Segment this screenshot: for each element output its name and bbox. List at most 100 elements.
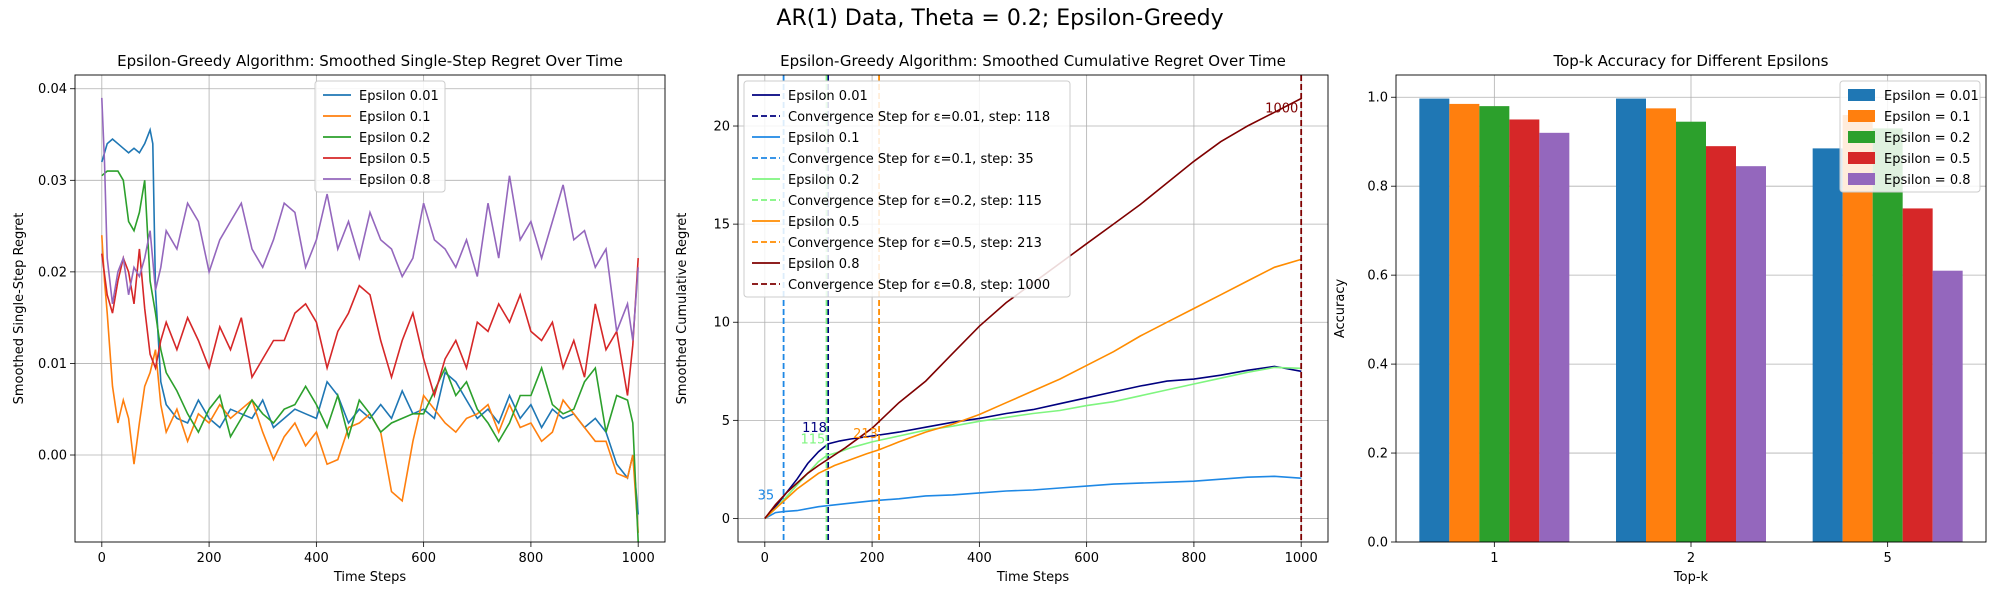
legend-entry: Convergence Step for ε=0.2, step: 115 — [788, 194, 1042, 209]
legend: Epsilon = 0.01 Epsilon = 0.1 Epsilon = 0.2… — [1839, 80, 1981, 193]
legend-entry: Epsilon 0.2 — [359, 131, 430, 146]
legend-entry: Epsilon = 0.2 — [1884, 131, 1971, 146]
legend-entry: Epsilon 0.8 — [788, 257, 859, 272]
legend-entry: Convergence Step for ε=0.8, step: 1000 — [788, 278, 1050, 293]
x-tick-label: 0 — [761, 551, 769, 566]
legend-frame — [1839, 80, 1981, 193]
legend-entry: Epsilon 0.5 — [788, 215, 859, 230]
y-tick-label: 20 — [713, 120, 730, 135]
legend-entry: Convergence Step for ε=0.1, step: 35 — [788, 152, 1034, 167]
series-line — [764, 258, 1302, 520]
legend-entry: Epsilon 0.01 — [788, 89, 868, 104]
legend-entry: Epsilon = 0.1 — [1884, 110, 1971, 125]
bar — [1902, 208, 1933, 542]
bar — [1616, 98, 1646, 542]
legend-entry: Epsilon 0.1 — [359, 110, 430, 125]
y-tick-label: 1.0 — [1367, 91, 1388, 106]
y-tick-label: 10 — [713, 316, 730, 331]
y-tick-label: 15 — [713, 218, 730, 233]
x-axis-label: Time Steps — [996, 570, 1070, 585]
bar — [1479, 106, 1510, 542]
y-tick-label: 0.03 — [38, 174, 67, 189]
bar — [1419, 98, 1450, 542]
x-tick-label: 600 — [1074, 551, 1099, 566]
x-axis-label: Time Steps — [333, 570, 407, 585]
legend-entry: Epsilon 0.1 — [788, 131, 859, 146]
series-line — [764, 97, 1302, 519]
series-line — [764, 475, 1302, 520]
x-tick-label: 800 — [518, 551, 543, 566]
x-tick-label: 600 — [411, 551, 436, 566]
x-tick-label: 200 — [197, 551, 222, 566]
bar — [1509, 119, 1540, 542]
x-tick-label: 0 — [98, 551, 106, 566]
x-tick-label: 2 — [1687, 551, 1695, 566]
legend: Epsilon 0.01 Epsilon 0.1 Epsilon 0.2 Epsilo… — [314, 80, 446, 193]
x-tick-label: 800 — [1181, 551, 1206, 566]
x-tick-label: 400 — [304, 551, 329, 566]
axes-1: Epsilon-Greedy Algorithm: Smoothed Singl… — [12, 52, 666, 585]
y-tick-label: 0.6 — [1367, 269, 1388, 284]
legend-frame — [314, 80, 446, 193]
legend-entry: Epsilon 0.2 — [788, 173, 859, 188]
bar — [1449, 103, 1480, 543]
y-tick-label: 5 — [722, 414, 730, 429]
legend-entry: Epsilon = 0.8 — [1884, 173, 1971, 188]
bar — [1812, 148, 1843, 542]
bar — [1676, 121, 1706, 542]
legend-swatch — [1848, 152, 1875, 164]
figure-title: AR(1) Data, Theta = 0.2; Epsilon-Greedy — [776, 6, 1224, 31]
x-tick-label: 400 — [967, 551, 992, 566]
legend-entry: Convergence Step for ε=0.01, step: 118 — [788, 110, 1050, 125]
legend: Epsilon 0.01 Convergence Step for ε=0.01,… — [743, 80, 1071, 298]
bar — [1932, 270, 1963, 542]
x-tick-label: 1 — [1490, 551, 1498, 566]
bar — [1872, 128, 1903, 542]
legend-entry: Epsilon = 0.01 — [1884, 89, 1979, 104]
x-axis-label: Top-k — [1673, 570, 1709, 585]
series-line — [101, 235, 639, 533]
y-tick-label: 0.00 — [38, 449, 67, 464]
legend-swatch — [1848, 173, 1875, 185]
x-tick-label: 1000 — [622, 551, 655, 566]
series-line — [101, 248, 639, 399]
y-tick-label: 0.01 — [38, 357, 67, 372]
y-tick-label: 0.8 — [1367, 180, 1388, 195]
plot-area — [101, 97, 639, 542]
y-axis-label: Smoothed Cumulative Regret — [675, 213, 690, 405]
bar — [1646, 108, 1676, 542]
bar — [1706, 146, 1736, 542]
axes-frame — [1395, 74, 1987, 543]
legend-swatch — [1848, 110, 1875, 122]
legend-frame — [743, 80, 1071, 298]
convergence-step-label: 35 — [758, 489, 775, 504]
bar — [1736, 166, 1766, 542]
convergence-step-label: 1000 — [1265, 102, 1298, 117]
axes-title: Epsilon-Greedy Algorithm: Smoothed Singl… — [117, 52, 623, 70]
convergence-step-label: 118 — [802, 421, 827, 436]
legend-entry: Epsilon 0.8 — [359, 173, 430, 188]
y-tick-label: 0 — [722, 512, 730, 527]
y-tick-label: 0.0 — [1367, 536, 1388, 551]
axes-frame — [737, 74, 1329, 543]
y-tick-label: 0.02 — [38, 265, 67, 280]
convergence-step-label: 213 — [853, 427, 878, 442]
axes-3: Top-k Accuracy for Different Epsilons Top… — [1333, 52, 1987, 585]
legend-entry: Epsilon 0.5 — [359, 152, 430, 167]
series-line — [101, 97, 639, 341]
axes-title: Epsilon-Greedy Algorithm: Smoothed Cumul… — [780, 52, 1286, 70]
legend-swatch — [1848, 131, 1875, 143]
y-axis-label: Accuracy — [1333, 279, 1348, 339]
x-tick-label: 5 — [1884, 551, 1892, 566]
x-tick-label: 200 — [860, 551, 885, 566]
x-tick-label: 1000 — [1285, 551, 1318, 566]
axes-frame — [74, 74, 666, 543]
bar — [1539, 132, 1570, 543]
legend-entry: Convergence Step for ε=0.5, step: 213 — [788, 236, 1042, 251]
series-line — [101, 170, 639, 542]
legend-swatch — [1848, 89, 1875, 101]
legend-entry: Epsilon 0.01 — [359, 89, 439, 104]
series-line — [764, 365, 1302, 520]
